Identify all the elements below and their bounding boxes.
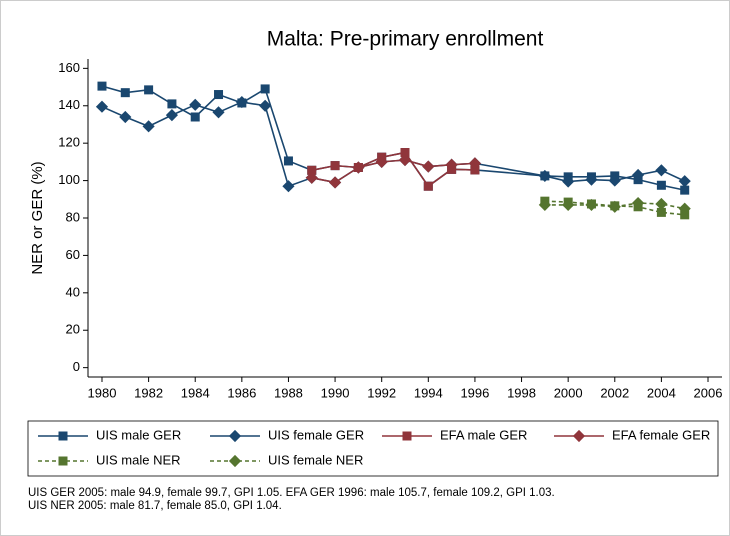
x-tick-label: 2000 [554,385,583,400]
marker [538,198,551,211]
y-tick-label: 40 [66,284,80,299]
y-axis-label: NER or GER (%) [29,161,46,274]
marker [375,155,388,168]
marker [398,153,412,167]
x-tick-label: 1998 [507,385,536,400]
x-tick-label: 1980 [88,385,117,400]
legend-label: EFA male GER [440,427,527,442]
marker [562,198,575,211]
y-tick-label: 60 [66,247,80,262]
marker [305,171,318,184]
marker [214,90,224,100]
marker [165,109,178,122]
x-tick-label: 2004 [647,385,676,400]
x-tick-label: 1992 [367,385,396,400]
marker [190,112,200,122]
marker [562,175,575,188]
marker [228,429,242,443]
marker [58,431,68,441]
note: UIS GER 2005: male 94.9, female 99.7, GP… [28,487,555,499]
marker [680,210,690,220]
x-tick-label: 1994 [414,385,443,400]
x-tick-label: 1996 [460,385,489,400]
marker [678,175,691,188]
marker [167,99,177,109]
marker [58,456,68,466]
marker [655,164,668,177]
marker [189,98,202,111]
marker [585,198,598,211]
note: UIS NER 2005: male 81.7, female 85.0, GP… [28,500,282,512]
marker [283,156,293,166]
marker [632,196,645,210]
marker [228,454,242,468]
marker [632,168,645,182]
marker [538,169,551,182]
marker [352,161,365,174]
marker [608,200,621,213]
x-tick-label: 2006 [694,385,723,400]
marker [144,85,154,95]
marker [330,161,340,171]
y-tick-label: 0 [73,359,80,374]
marker [307,165,317,175]
x-tick-label: 1984 [181,385,210,400]
marker [678,202,691,215]
legend-label: UIS male GER [96,427,181,442]
marker [572,429,586,443]
marker [422,160,435,173]
marker [328,176,342,189]
y-tick-label: 20 [66,322,80,337]
marker [95,100,109,113]
marker [402,431,412,441]
marker [655,197,668,211]
marker [608,174,621,187]
marker [119,110,132,124]
marker [120,88,130,98]
marker [400,148,410,158]
legend-box [27,420,719,477]
marker [260,84,270,94]
legend-label: UIS male NER [96,452,181,467]
legend-label: UIS female NER [268,452,363,467]
marker [97,81,107,91]
x-tick-label: 1986 [227,385,256,400]
chart-title: Malta: Pre-primary enrollment [267,28,544,51]
legend-label: EFA female GER [612,427,710,442]
x-tick-label: 1988 [274,385,303,400]
x-tick-label: 2002 [600,385,629,400]
marker [468,157,482,170]
x-tick-label: 1982 [134,385,163,400]
marker [235,95,248,109]
marker [142,120,155,133]
marker [656,180,666,190]
marker [259,99,272,112]
marker [656,207,666,217]
marker [423,181,433,191]
y-tick-label: 160 [58,60,80,75]
x-tick-label: 1990 [321,385,350,400]
marker [212,106,225,119]
legend-label: UIS female GER [268,427,364,442]
y-tick-label: 100 [58,172,80,187]
y-tick-label: 80 [66,209,80,224]
marker [445,158,458,171]
marker [585,173,598,186]
y-tick-label: 120 [58,135,80,150]
marker [282,180,295,193]
marker [680,185,690,195]
y-tick-label: 140 [58,97,80,112]
marker [470,165,480,175]
